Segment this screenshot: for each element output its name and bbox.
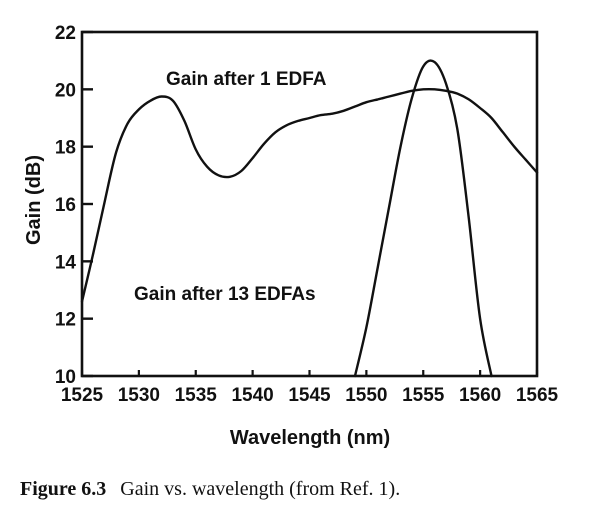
x-tick-label: 1530 <box>118 385 160 406</box>
x-tick-label: 1565 <box>516 385 559 406</box>
y-tick-label: 22 <box>55 23 76 44</box>
y-axis-label: Gain (dB) <box>23 155 45 245</box>
x-tick-label: 1535 <box>175 385 218 406</box>
y-tick-label: 16 <box>55 195 76 216</box>
y-tick-label: 14 <box>55 252 77 273</box>
x-tick-label: 1560 <box>459 385 501 406</box>
series-gain-13-edfas-line <box>353 59 493 378</box>
figure-caption-text: Gain vs. wavelength (from Ref. 1). <box>120 478 401 500</box>
annotation-gain-after-1-edfa: Gain after 1 EDFA <box>166 69 327 90</box>
figure-caption: Figure 6.3 Gain vs. wavelength (from Ref.… <box>20 478 400 501</box>
series-gain-1-edfa-line <box>80 87 539 303</box>
x-tick-label: 1540 <box>231 385 273 406</box>
gain-chart: 10 12 14 16 18 20 22 1525 1530 1535 1540 1545 1550 15… <box>23 23 559 449</box>
figure-label: Figure 6.3 <box>20 478 107 500</box>
annotation-gain-after-13-edfas: Gain after 13 EDFAs <box>134 284 316 305</box>
x-tick-label: 1525 <box>61 385 104 406</box>
y-tick-label: 10 <box>55 367 76 388</box>
y-tick-label: 20 <box>55 80 76 101</box>
x-axis-label: Wavelength (nm) <box>230 427 390 449</box>
y-tick-label: 18 <box>55 138 76 159</box>
x-tick-label: 1555 <box>402 385 445 406</box>
x-tick-label: 1545 <box>288 385 331 406</box>
x-tick-label: 1550 <box>345 385 387 406</box>
y-tick-label: 12 <box>55 310 76 331</box>
